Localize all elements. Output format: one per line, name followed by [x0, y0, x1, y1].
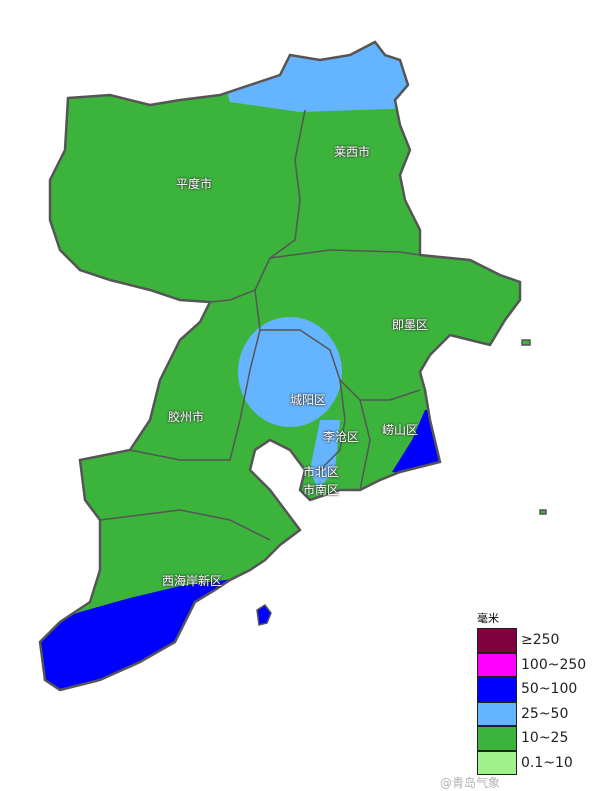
legend-swatch — [477, 652, 517, 677]
label-shinan: 市南区 — [303, 483, 340, 497]
island — [256, 603, 272, 626]
legend-label: 100~250 — [521, 656, 587, 673]
zone-25-50-licang — [310, 420, 340, 490]
legend-item: 100~250 — [477, 652, 587, 677]
label-xihaian: 西海岸新区 — [162, 574, 223, 588]
label-licang: 李沧区 — [323, 430, 360, 444]
legend-item: 0.1~10 — [477, 750, 586, 775]
legend-label: 25~50 — [521, 705, 569, 722]
legend-swatch — [477, 628, 517, 653]
label-shibei: 市北区 — [303, 465, 340, 479]
label-pingdu: 平度市 — [176, 177, 213, 191]
label-laoshan: 崂山区 — [382, 423, 419, 437]
legend-swatch — [477, 701, 517, 726]
legend-unit: 毫米 — [477, 612, 499, 625]
legend-item: 25~50 — [477, 701, 586, 726]
legend: 毫米 ≥250 100~250 50~100 25~50 10~25 0.1~10 — [477, 612, 586, 775]
legend-swatch — [477, 750, 517, 775]
legend-swatch — [477, 677, 517, 702]
legend-label: ≥250 — [521, 632, 560, 649]
label-jimo: 即墨区 — [392, 318, 429, 332]
island — [521, 339, 531, 346]
zone-50-100-westcoast — [40, 578, 250, 690]
label-jiaozhou: 胶州市 — [168, 410, 205, 424]
label-chengyang: 城阳区 — [290, 393, 327, 407]
watermark: @青岛气象 — [440, 776, 501, 790]
legend-item: 10~25 — [477, 726, 586, 751]
label-laixi: 莱西市 — [334, 145, 371, 159]
legend-swatch — [477, 726, 517, 751]
district-borders — [99, 109, 421, 541]
island — [539, 509, 547, 515]
zone-25-50-chengyang — [238, 317, 342, 427]
legend-item: ≥250 — [477, 628, 586, 653]
legend-label: 50~100 — [521, 681, 578, 698]
legend-label: 0.1~10 — [521, 754, 573, 771]
legend-item: 50~100 — [477, 677, 586, 702]
legend-label: 10~25 — [521, 730, 569, 747]
